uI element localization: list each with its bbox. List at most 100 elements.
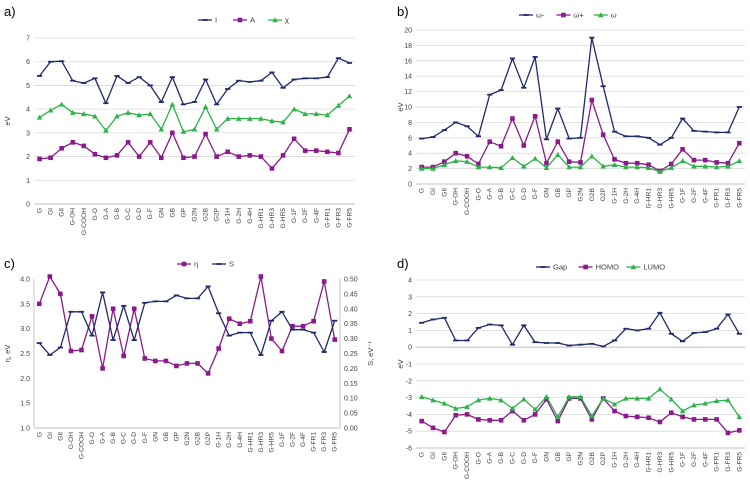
y-tick-label: 4.0 xyxy=(20,277,30,284)
data-point xyxy=(725,397,731,403)
legend-label: ω xyxy=(611,11,617,20)
y-tick-label: -5 xyxy=(406,429,412,436)
data-point xyxy=(225,149,231,155)
data-point xyxy=(142,356,148,361)
data-point xyxy=(280,119,286,125)
data-point xyxy=(577,393,584,399)
data-point xyxy=(203,131,208,137)
data-point xyxy=(441,400,448,406)
x-tick-label: G-1F xyxy=(680,452,687,467)
series-ω xyxy=(418,151,743,174)
data-point xyxy=(226,316,232,322)
data-point xyxy=(600,395,606,401)
y-tick-label: -4 xyxy=(406,412,412,419)
data-point xyxy=(679,408,686,414)
data-point xyxy=(418,393,425,399)
x-tick-label: G2P xyxy=(214,207,221,221)
series-χ xyxy=(36,93,353,134)
x-tick-label: G-OH xyxy=(453,188,460,205)
x-tick-label: G-HR1 xyxy=(258,208,265,229)
x-tick-label: G-4F xyxy=(702,188,709,203)
data-point xyxy=(725,163,731,169)
legend-label: η xyxy=(194,260,198,269)
data-point xyxy=(589,153,595,159)
data-point xyxy=(216,346,221,351)
x-tick-label: G-FR3 xyxy=(725,452,732,472)
y2-tick-label: 0.45 xyxy=(344,291,358,298)
x-tick-label: G-HR1 xyxy=(646,452,653,473)
y-tick-label: 5 xyxy=(26,83,30,90)
x-tick-label: GN xyxy=(158,208,165,218)
data-point xyxy=(336,150,341,156)
x-tick-label: G-FR5 xyxy=(332,432,339,452)
data-point xyxy=(486,164,493,170)
y-tick-label: -3 xyxy=(406,395,412,402)
x-tick-label: G-O xyxy=(92,208,99,220)
legend: Gap HOMO LUMO xyxy=(536,263,665,272)
x-tick-label: GII xyxy=(441,452,448,461)
data-point xyxy=(544,160,549,166)
x-tick-label: G-B xyxy=(498,187,505,199)
data-point xyxy=(147,140,153,145)
data-point xyxy=(600,163,606,169)
data-point xyxy=(680,147,685,152)
data-point xyxy=(280,153,286,158)
data-point xyxy=(205,371,211,376)
x-tick-label: G-HR3 xyxy=(258,432,265,453)
chart-panel-3: c) 1.0 1.5 2.0 2.5 3.0 3.5 4.0 0.00 0.05 0.10 0.15 0… xyxy=(3,256,375,459)
data-point xyxy=(136,112,142,118)
y2-tick-label: 0.15 xyxy=(344,381,358,388)
legend-label: HOMO xyxy=(596,263,619,272)
legend-label: ω+ xyxy=(573,11,584,20)
panel-label: d) xyxy=(397,256,409,271)
data-point xyxy=(668,165,675,171)
x-tick-label: G-COOH xyxy=(464,188,471,215)
data-point xyxy=(668,410,674,416)
x-tick-label: G-4F xyxy=(313,208,320,223)
x-tick-label: G xyxy=(36,432,43,437)
x-tick-label: GB xyxy=(555,451,562,461)
legend-label: χ xyxy=(285,16,289,25)
data-point xyxy=(125,140,131,145)
data-point xyxy=(213,126,220,132)
x-tick-label: G-HR3 xyxy=(657,452,664,473)
x-tick-label: G-F xyxy=(147,208,154,219)
data-point xyxy=(634,414,640,420)
x-tick-label: G-4H xyxy=(634,452,641,468)
y-tick-label: 1 xyxy=(26,178,30,185)
data-point xyxy=(555,139,561,144)
data-point xyxy=(48,155,53,161)
data-point xyxy=(623,160,629,166)
data-point xyxy=(103,127,109,133)
data-point xyxy=(691,157,697,163)
data-point xyxy=(180,128,187,134)
data-point xyxy=(464,158,470,164)
data-point xyxy=(713,164,720,170)
data-point xyxy=(589,417,595,422)
y2-tick-label: 0.25 xyxy=(344,351,358,358)
data-point xyxy=(430,165,436,171)
y-axis-title: eV xyxy=(396,359,405,368)
x-tick-label: G-OH xyxy=(70,208,77,225)
data-point xyxy=(136,154,142,159)
data-point xyxy=(70,140,76,145)
data-point xyxy=(430,397,436,403)
y2-tick-label: 0.05 xyxy=(344,411,358,418)
x-tick-label: GB xyxy=(555,187,562,197)
data-point xyxy=(247,153,253,158)
data-point xyxy=(258,154,264,159)
data-point xyxy=(37,156,42,162)
data-point xyxy=(702,163,709,169)
x-tick-label: G-A xyxy=(487,451,494,463)
data-point xyxy=(612,157,617,162)
data-point xyxy=(475,164,482,170)
data-point xyxy=(453,150,459,156)
chart-panel-4: d) -6 -5 -4 -3 -2 -1 0 1 2 3 4 G GI GII G-OH G-COOH G-O G-… xyxy=(396,256,745,479)
legend-marker xyxy=(272,17,278,23)
y2-axis-title: S, eV⁻¹ xyxy=(366,341,375,366)
y-tick-label: 0 xyxy=(408,182,412,189)
data-point xyxy=(509,405,516,411)
data-point xyxy=(476,161,481,167)
